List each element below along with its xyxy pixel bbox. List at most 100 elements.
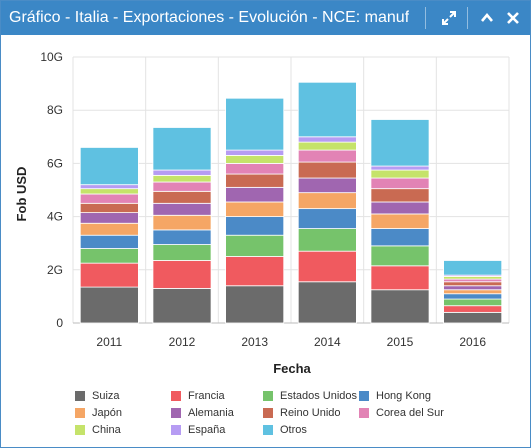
bar-segment[interactable]: [225, 201, 285, 218]
bar-segment[interactable]: [443, 311, 503, 324]
bar-segment[interactable]: [152, 127, 212, 171]
title-separator: [425, 7, 426, 29]
bar-segment[interactable]: [225, 162, 285, 175]
bar-segment[interactable]: [225, 285, 285, 324]
bar-segment[interactable]: [79, 262, 139, 288]
bar-segment[interactable]: [225, 216, 285, 236]
bar-segment[interactable]: [443, 305, 503, 313]
y-tick-label: 6G: [47, 156, 63, 170]
legend-item[interactable]: España: [171, 423, 225, 437]
bar-segment[interactable]: [152, 260, 212, 289]
bar-segment[interactable]: [225, 97, 285, 151]
bar-segment[interactable]: [152, 229, 212, 245]
bar-segment[interactable]: [370, 188, 430, 203]
legend-item[interactable]: Reino Unido: [263, 406, 341, 420]
bar-segment[interactable]: [370, 213, 430, 229]
bar-segment[interactable]: [225, 256, 285, 287]
x-tick-label: 2011: [96, 335, 122, 349]
bar-segment[interactable]: [370, 169, 430, 179]
y-tick-labels: 0 2G 4G 6G 8G 10G: [40, 50, 63, 330]
bar-segment[interactable]: [370, 177, 430, 190]
x-tick-label: 2014: [314, 335, 341, 349]
bar-segment[interactable]: [297, 228, 357, 252]
bar-segment[interactable]: [79, 193, 139, 204]
bar-segment[interactable]: [152, 288, 212, 324]
bar-segment[interactable]: [297, 141, 357, 151]
legend-swatch: [75, 425, 85, 435]
bar-segment[interactable]: [370, 201, 430, 215]
bar-segment[interactable]: [297, 177, 357, 194]
x-tick-label: 2013: [241, 335, 268, 349]
bar-segment[interactable]: [443, 293, 503, 300]
x-tick-label: 2016: [459, 335, 486, 349]
legend-item[interactable]: Suiza: [75, 389, 120, 403]
bar-segment[interactable]: [370, 119, 430, 167]
bar-segment[interactable]: [443, 298, 503, 307]
legend-item[interactable]: Hong Kong: [359, 389, 431, 403]
bar-segment[interactable]: [297, 208, 357, 229]
bar-segment[interactable]: [79, 184, 139, 190]
bar-segment[interactable]: [152, 190, 212, 204]
legend-swatch: [75, 408, 85, 418]
y-tick-label: 10G: [40, 50, 63, 64]
bar-segment[interactable]: [152, 174, 212, 183]
legend-item[interactable]: China: [75, 423, 121, 437]
bar-segment[interactable]: [297, 281, 357, 324]
bar-segment[interactable]: [225, 186, 285, 203]
bar-segment[interactable]: [297, 149, 357, 163]
y-axis-label: Fob USD: [14, 167, 29, 222]
bar-segment[interactable]: [370, 228, 430, 247]
legend-label: Alemania: [188, 407, 234, 419]
bar-segment[interactable]: [225, 155, 285, 164]
bar-segment[interactable]: [443, 260, 503, 276]
bar-segment[interactable]: [297, 81, 357, 138]
bar-segment[interactable]: [297, 161, 357, 179]
expand-button[interactable]: [437, 6, 461, 30]
legend-swatch: [171, 408, 181, 418]
bar-segment[interactable]: [443, 285, 503, 291]
expand-arrows-icon: [442, 11, 456, 25]
bar-segment[interactable]: [225, 234, 285, 257]
bar-segment[interactable]: [152, 214, 212, 231]
bar-segment[interactable]: [370, 289, 430, 324]
bar-segment[interactable]: [370, 165, 430, 171]
bar-segment[interactable]: [79, 222, 139, 236]
bar-segment[interactable]: [79, 248, 139, 264]
bar-segment[interactable]: [79, 202, 139, 214]
bar-segment[interactable]: [443, 281, 503, 287]
bar-segment[interactable]: [79, 147, 139, 186]
bar-segment[interactable]: [443, 289, 503, 295]
bar-segment[interactable]: [297, 192, 357, 210]
bar-segment[interactable]: [152, 244, 212, 261]
bar-segment[interactable]: [152, 181, 212, 192]
bar-segment[interactable]: [225, 149, 285, 156]
legend-item[interactable]: Japón: [75, 406, 122, 420]
legend-label: España: [188, 424, 226, 436]
stacked-bar-chart: 0 2G 4G 6G 8G 10G 2011 2012 2013 2014 2015 2016 Fo…: [14, 50, 510, 375]
collapse-button[interactable]: [475, 6, 499, 30]
legend-swatch: [171, 425, 181, 435]
grid-lines: [72, 56, 510, 324]
bar-segment[interactable]: [79, 212, 139, 224]
legend-swatch: [75, 391, 85, 401]
legend-item[interactable]: Estados Unidos: [263, 389, 357, 403]
legend-item[interactable]: Corea del Sur: [359, 406, 444, 420]
bar-segment[interactable]: [79, 234, 139, 249]
bar-segment[interactable]: [297, 250, 357, 283]
bar-segment[interactable]: [79, 286, 139, 324]
bar-segment[interactable]: [370, 245, 430, 267]
bar-segment[interactable]: [152, 169, 212, 176]
bar-segment[interactable]: [152, 202, 212, 216]
legend-swatch: [359, 408, 369, 418]
legend-item[interactable]: Otros: [263, 423, 307, 437]
legend-item[interactable]: Alemania: [171, 406, 234, 420]
bar-segment[interactable]: [370, 265, 430, 291]
bar-segment[interactable]: [79, 188, 139, 195]
y-tick-label: 2G: [47, 263, 63, 277]
bar-segment[interactable]: [297, 136, 357, 143]
close-button[interactable]: [501, 6, 525, 30]
legend-item[interactable]: Francia: [171, 389, 225, 403]
bar-segment[interactable]: [225, 173, 285, 188]
x-tick-label: 2015: [387, 335, 414, 349]
